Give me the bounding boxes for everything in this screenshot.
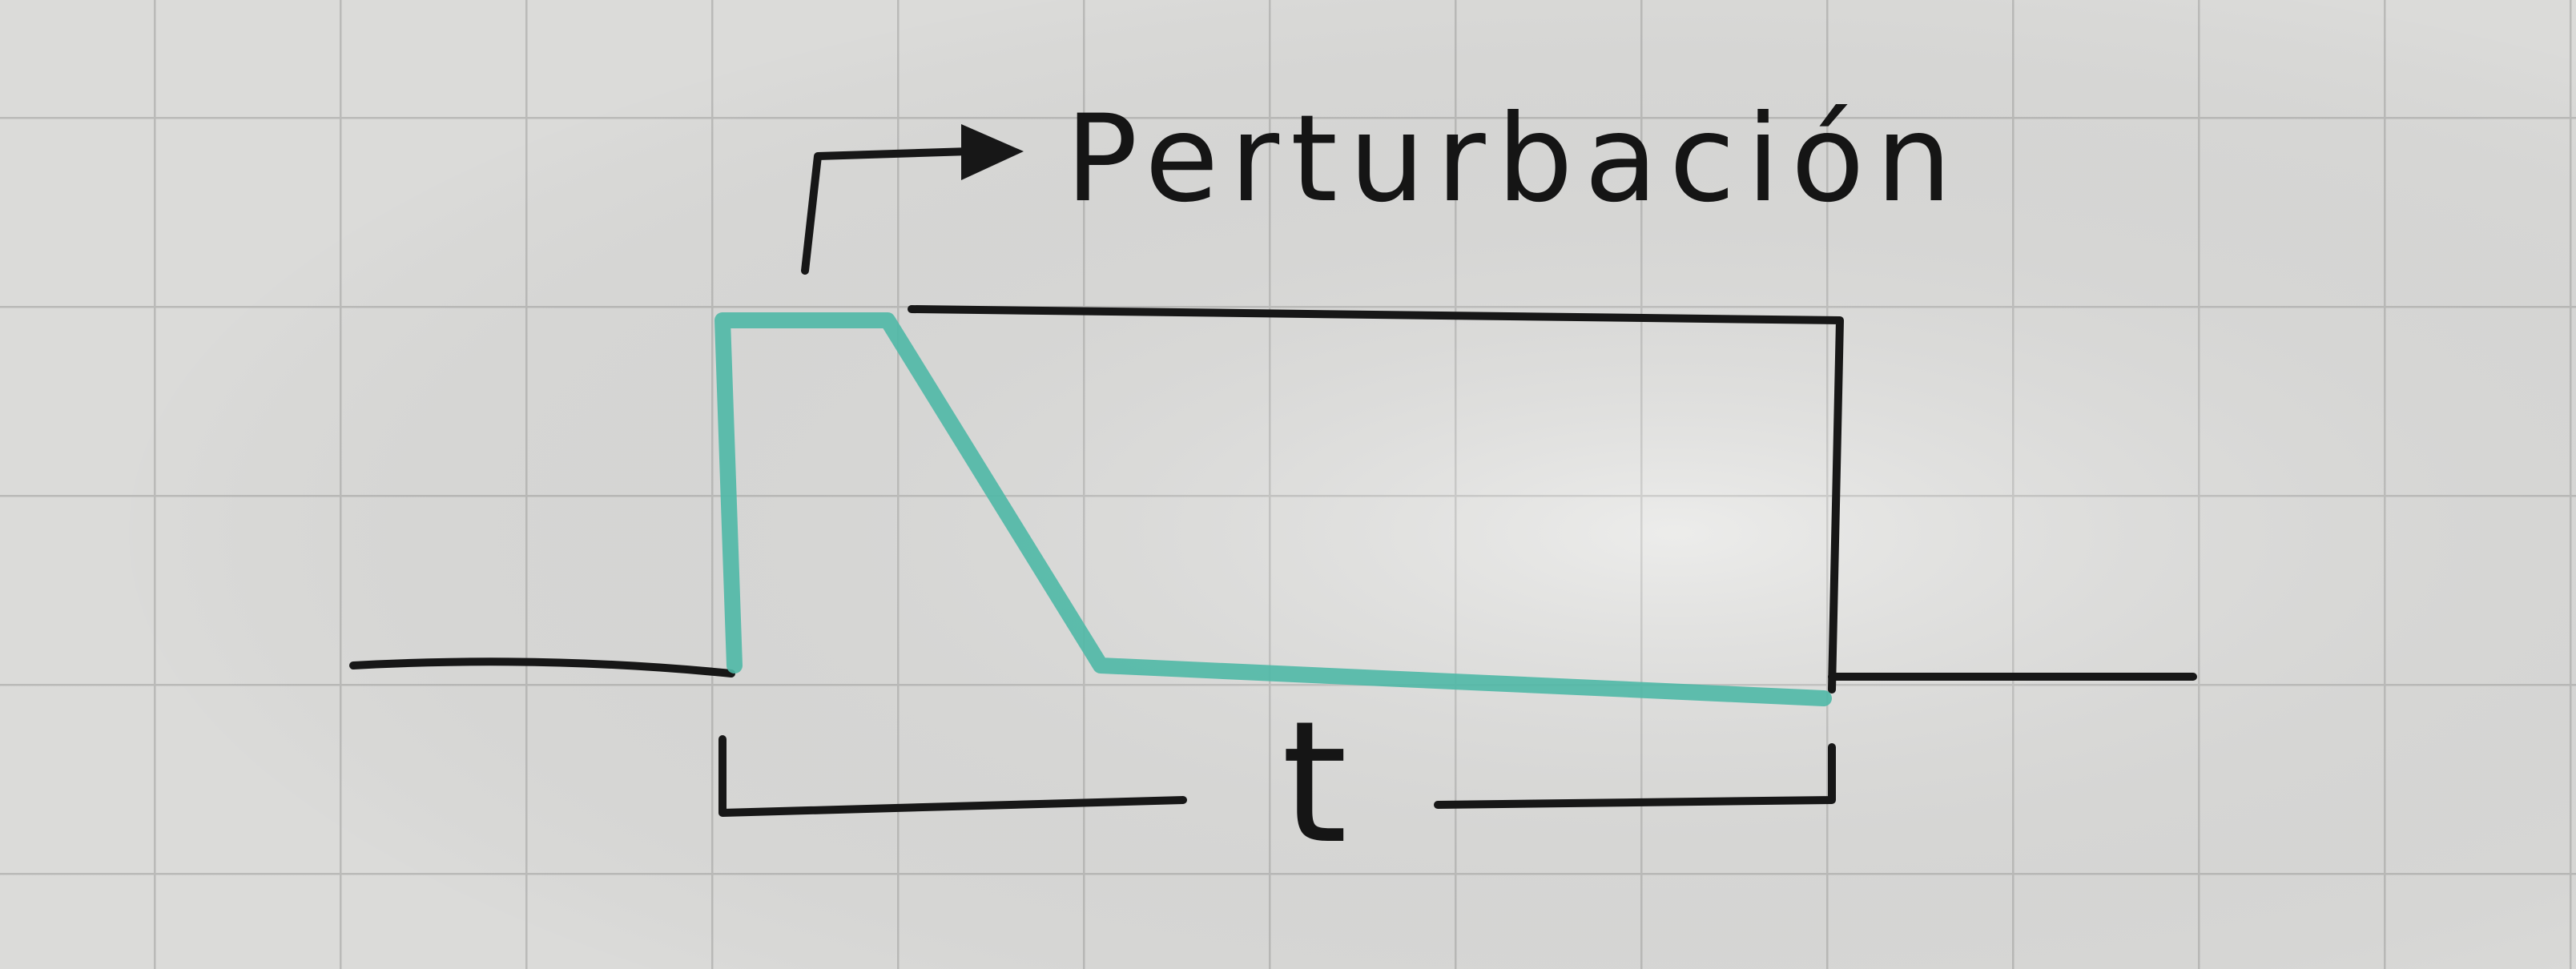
baseline-left — [349, 657, 735, 677]
time-label: t — [1282, 685, 1347, 881]
arrow-head — [961, 124, 1024, 180]
bracket-left — [718, 735, 1187, 817]
bracket-right — [1434, 743, 1836, 809]
box-outline — [908, 305, 1844, 694]
disturbance-label: Perturbación — [1065, 90, 1963, 229]
arrow-shaft — [801, 147, 973, 275]
response-curve — [714, 312, 1832, 706]
